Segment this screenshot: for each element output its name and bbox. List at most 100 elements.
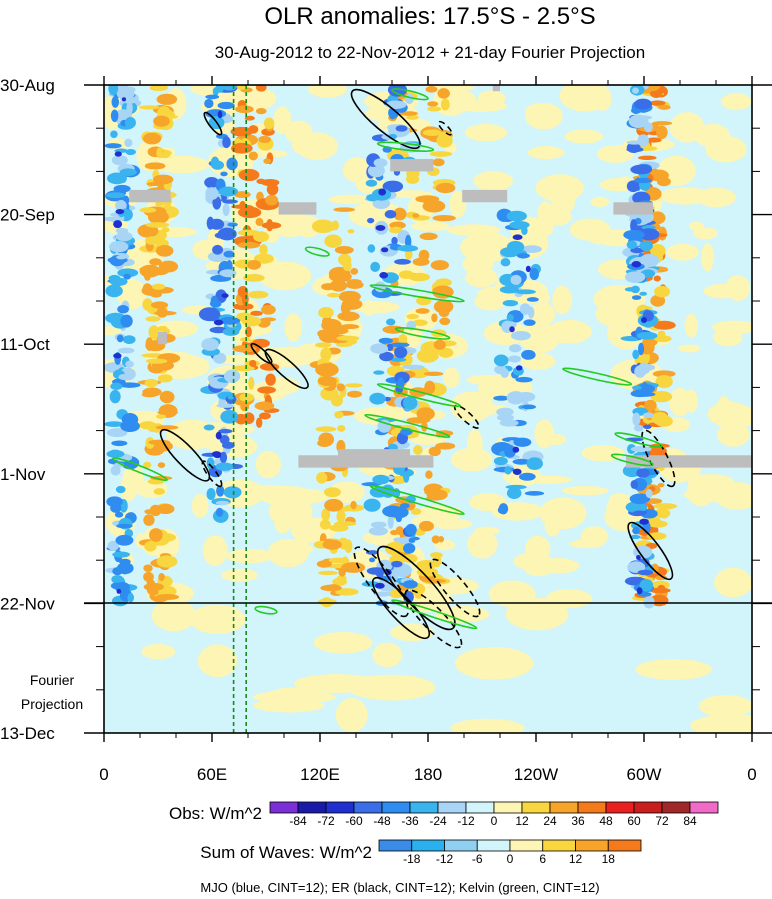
- negative-anomaly-patch: [402, 396, 418, 410]
- er-contour: [627, 521, 674, 581]
- negative-anomaly-patch: [215, 507, 224, 517]
- positive-anomaly-patch: [258, 135, 272, 144]
- obs-colorbar-box: [549, 801, 579, 814]
- positive-anomaly-patch: [669, 387, 691, 417]
- er-contour: [203, 111, 223, 136]
- negative-anomaly-patch: [523, 319, 536, 326]
- negative-anomaly-patch: [105, 192, 126, 199]
- positive-anomaly-patch: [321, 317, 332, 325]
- positive-anomaly-patch: [318, 307, 334, 319]
- positive-anomaly-patch: [315, 363, 339, 377]
- negative-anomaly-patch: [115, 200, 127, 212]
- negative-anomaly-patch: [367, 164, 385, 178]
- strong-negative-core: [221, 293, 229, 298]
- negative-anomaly-patch: [497, 506, 506, 514]
- strong-negative-core: [381, 247, 389, 253]
- positive-anomaly-patch: [316, 560, 332, 568]
- negative-anomaly-patch: [198, 307, 221, 322]
- negative-anomaly-patch: [625, 501, 648, 513]
- strong-negative-core: [509, 326, 515, 333]
- negative-anomaly-patch: [210, 295, 219, 308]
- obs-colorbar-label: -36: [401, 814, 419, 828]
- kelvin-contour: [394, 326, 451, 340]
- positive-anomaly-patch: [431, 313, 438, 323]
- positive-anomaly-patch: [235, 105, 254, 114]
- positive-anomaly-patch: [280, 542, 314, 556]
- positive-anomaly-patch: [561, 486, 609, 496]
- positive-anomaly-patch: [650, 294, 666, 307]
- negative-anomaly-patch: [493, 395, 510, 401]
- positive-anomaly-patch: [559, 85, 611, 112]
- positive-anomaly-patch: [338, 567, 346, 577]
- positive-anomaly-patch: [436, 133, 453, 148]
- missing-data-box: [626, 455, 752, 468]
- positive-anomaly-patch: [398, 334, 408, 344]
- negative-anomaly-patch: [113, 184, 131, 193]
- positive-anomaly-patch: [341, 562, 366, 573]
- kelvin-contour: [614, 432, 663, 448]
- negative-anomaly-patch: [378, 337, 393, 344]
- positive-anomaly-patch: [153, 115, 170, 127]
- positive-anomaly-patch: [152, 174, 174, 185]
- positive-anomaly-patch: [527, 146, 565, 160]
- positive-anomaly-patch: [653, 503, 678, 510]
- positive-anomaly-patch: [435, 442, 456, 450]
- negative-anomaly-patch: [127, 592, 135, 603]
- positive-anomaly-patch: [649, 244, 666, 258]
- positive-anomaly-patch: [694, 123, 731, 148]
- positive-anomaly-patch: [433, 299, 454, 314]
- obs-colorbar-box: [353, 801, 383, 814]
- er-contour: [371, 576, 431, 640]
- positive-anomaly-patch: [255, 217, 264, 227]
- positive-anomaly-patch: [542, 433, 567, 445]
- missing-data-box: [129, 189, 171, 203]
- positive-anomaly-patch: [423, 371, 444, 376]
- positive-anomaly-patch: [537, 201, 553, 227]
- strong-negative-core: [379, 272, 389, 279]
- positive-anomaly-patch: [317, 376, 337, 386]
- kelvin-contour: [562, 367, 633, 386]
- negative-anomaly-patch: [118, 558, 131, 565]
- obs-colorbar-box: [605, 801, 635, 814]
- negative-anomaly-patch: [506, 240, 525, 254]
- negative-anomaly-patch: [115, 231, 133, 242]
- projection-anomaly-patch: [197, 644, 238, 678]
- positive-anomaly-patch: [257, 386, 276, 394]
- positive-anomaly-patch: [652, 320, 676, 330]
- negative-anomaly-patch: [115, 227, 129, 234]
- negative-anomaly-patch: [220, 409, 239, 424]
- er-contour: [201, 460, 223, 488]
- negative-anomaly-patch: [385, 318, 396, 326]
- missing-data-layer: [129, 85, 752, 468]
- positive-anomaly-patch: [653, 275, 661, 282]
- positive-anomaly-patch: [716, 396, 732, 424]
- positive-anomaly-patch: [714, 567, 752, 598]
- positive-anomaly-patch: [569, 539, 604, 549]
- positive-anomaly-patch: [336, 335, 360, 341]
- negative-anomaly-patch: [370, 261, 381, 272]
- y-tick-label: 13-Dec: [0, 724, 55, 743]
- negative-anomaly-patch: [125, 360, 134, 368]
- kelvin-contour: [376, 141, 435, 152]
- positive-anomaly-patch: [410, 508, 422, 515]
- positive-anomaly-patch: [231, 204, 254, 209]
- positive-anomaly-patch: [158, 260, 179, 273]
- negative-anomaly-patch: [645, 488, 653, 499]
- negative-anomaly-patch: [521, 349, 536, 360]
- positive-anomaly-patch: [425, 470, 433, 479]
- positive-anomaly-patch: [255, 450, 282, 479]
- negative-anomaly-patch: [399, 503, 410, 509]
- missing-data-box: [390, 159, 434, 172]
- x-tick-label: 120E: [300, 765, 340, 784]
- projection-anomaly-patch: [690, 714, 752, 733]
- kelvin-contour: [304, 246, 330, 257]
- x-tick-label: 0: [747, 765, 756, 784]
- positive-anomaly-patch: [143, 269, 152, 281]
- negative-anomaly-patch: [508, 440, 516, 447]
- positive-anomaly-patch: [435, 182, 456, 194]
- negative-anomaly-patch: [630, 446, 652, 453]
- projection-anomaly-patch: [313, 631, 373, 654]
- projection-anomaly-patch: [252, 690, 336, 704]
- negative-anomaly-patch: [116, 88, 135, 100]
- strong-negative-core: [114, 151, 122, 157]
